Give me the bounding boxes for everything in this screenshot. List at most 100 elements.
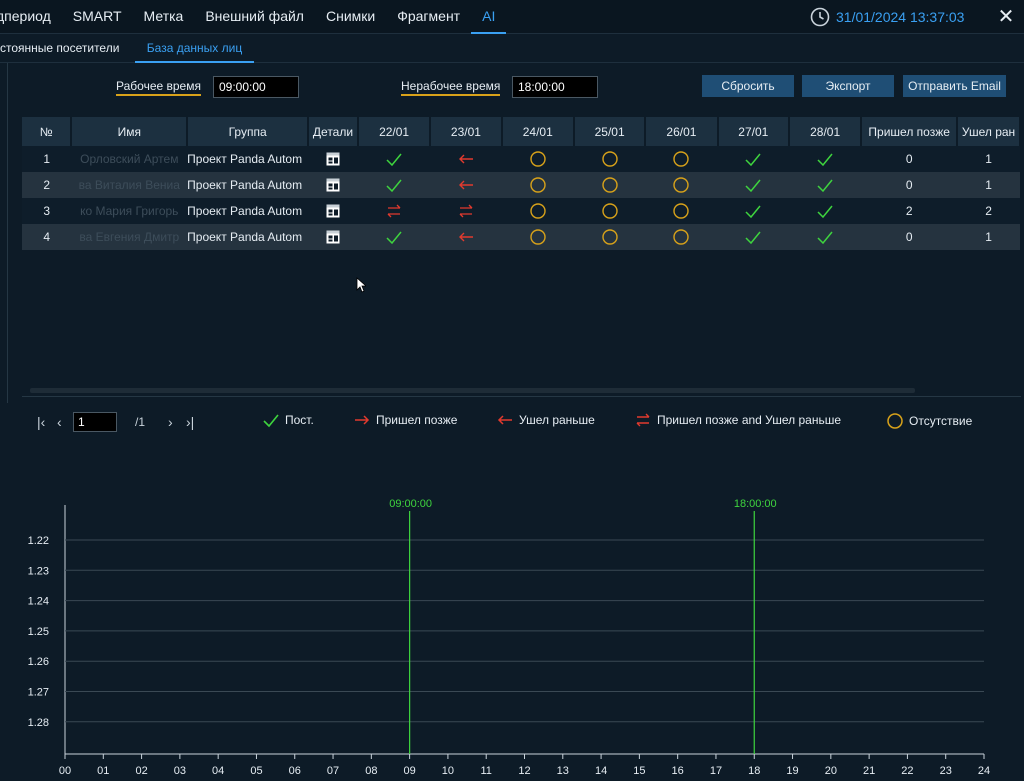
subtab-face-database[interactable]: База данных лиц	[135, 35, 254, 63]
datetime: 31/01/2024 13:37:03	[836, 9, 965, 25]
table-header-row: № Имя Группа Детали 22/01 23/01 24/01 25/01 26/0…	[22, 117, 1021, 146]
column-header-2[interactable]: Группа	[187, 117, 310, 146]
person-group: Проект Panda Autom	[187, 146, 309, 172]
mouse-cursor-icon	[356, 277, 366, 293]
status-cell	[788, 172, 862, 198]
top-tab-4[interactable]: Снимки	[325, 8, 376, 24]
arrow-left-icon	[497, 415, 512, 425]
top-tab-0[interactable]: дпериод	[0, 8, 51, 24]
column-header-1[interactable]: Имя	[71, 117, 189, 146]
x-tick-label: 23	[940, 765, 952, 777]
status-cell	[717, 146, 789, 172]
column-header-0[interactable]: №	[22, 117, 73, 146]
x-tick-label: 06	[289, 765, 301, 777]
check-icon	[817, 231, 833, 245]
subtab-regular-visitors[interactable]: стоянные посетители	[0, 41, 120, 55]
x-tick-label: 11	[480, 765, 491, 777]
status-cell	[430, 224, 502, 250]
reset-button[interactable]: Сбросить	[702, 75, 794, 97]
first-page-button[interactable]: |‹	[37, 414, 46, 430]
arrow-left-icon	[458, 154, 473, 164]
person-name: ва Евгения Дмитр	[71, 224, 188, 250]
legend-label: Отсутствие	[909, 414, 973, 428]
early-count: 2	[957, 198, 1020, 224]
work-time-input[interactable]	[213, 76, 299, 98]
x-tick-label: 01	[97, 765, 109, 777]
page-number-input[interactable]	[73, 412, 117, 432]
table-row[interactable]: 3 ко Мария Григорь Проект Panda Autom 2 2	[22, 198, 1020, 224]
person-name: ва Виталия Вениа	[71, 172, 188, 198]
circle-icon	[673, 151, 690, 167]
last-page-button[interactable]: ›|	[186, 414, 195, 430]
table-row[interactable]: 1 Орловский Артем Проект Panda Autom 0 1	[22, 146, 1020, 172]
x-tick-label: 09	[404, 765, 416, 777]
x-tick-label: 19	[786, 765, 798, 777]
clock: 31/01/2024 13:37:03	[810, 7, 964, 27]
row-number: 3	[22, 198, 72, 224]
column-header-12[interactable]: Ушел ран	[957, 117, 1021, 146]
column-header-5[interactable]: 23/01	[430, 117, 503, 146]
table-body: 1 Орловский Артем Проект Panda Autom 0 1 2 ва …	[22, 146, 1020, 250]
column-header-4[interactable]: 22/01	[357, 117, 432, 146]
person-group: Проект Panda Autom	[187, 172, 309, 198]
check-icon	[817, 179, 833, 193]
column-header-6[interactable]: 24/01	[501, 117, 575, 146]
next-page-button[interactable]: ›	[168, 414, 173, 430]
status-cell	[357, 198, 431, 224]
table-row[interactable]: 2 ва Виталия Вениа Проект Panda Autom 0 1	[22, 172, 1020, 198]
legend-left-early: Ушел раньше	[496, 412, 595, 428]
column-header-7[interactable]: 25/01	[573, 117, 647, 146]
prev-page-button[interactable]: ‹	[57, 414, 62, 430]
y-tick-label: 1.22	[28, 535, 49, 547]
x-tick-label: 07	[327, 765, 339, 777]
y-tick-label: 1.26	[28, 656, 49, 668]
status-cell	[430, 172, 502, 198]
circle-icon	[530, 151, 546, 167]
horizontal-scrollbar[interactable]	[30, 388, 915, 393]
top-tab-5[interactable]: Фрагмент	[397, 8, 461, 24]
table-row[interactable]: 4 ва Евгения Дмитр Проект Panda Autom 0 1	[22, 224, 1020, 250]
top-tab-2[interactable]: Метка	[143, 8, 184, 24]
check-icon	[745, 205, 761, 219]
column-header-11[interactable]: Пришел позже	[861, 117, 959, 146]
x-tick-label: 22	[901, 765, 913, 777]
top-tab-6[interactable]: AI	[471, 0, 507, 34]
details-icon[interactable]	[324, 177, 342, 193]
y-tick-label: 1.24	[28, 596, 49, 608]
person-name: Орловский Артем	[71, 146, 188, 172]
check-icon	[745, 153, 761, 167]
check-icon	[745, 179, 761, 193]
column-header-8[interactable]: 26/01	[645, 117, 719, 146]
column-header-3[interactable]: Детали	[308, 117, 359, 146]
check-icon	[386, 231, 402, 245]
details-cell[interactable]	[308, 198, 358, 224]
details-icon[interactable]	[324, 151, 342, 167]
column-header-10[interactable]: 28/01	[788, 117, 863, 146]
y-tick-label: 1.27	[28, 687, 49, 699]
export-button[interactable]: Экспорт	[802, 75, 894, 97]
status-cell	[430, 146, 502, 172]
column-header-9[interactable]: 27/01	[717, 117, 790, 146]
details-icon[interactable]	[324, 229, 342, 245]
close-icon[interactable]: ✕	[997, 6, 1015, 28]
y-tick-label: 1.25	[28, 626, 49, 638]
row-number: 2	[22, 172, 72, 198]
arrow-left-icon	[458, 180, 473, 190]
details-cell[interactable]	[308, 172, 358, 198]
status-cell	[357, 146, 431, 172]
details-cell[interactable]	[308, 224, 358, 250]
off-time-input[interactable]	[512, 76, 598, 98]
left-edge	[0, 63, 8, 403]
status-cell	[573, 224, 646, 250]
details-cell[interactable]	[308, 146, 358, 172]
details-icon[interactable]	[324, 203, 342, 219]
status-cell	[573, 198, 646, 224]
arrows-swap-icon	[459, 204, 473, 218]
send-email-button[interactable]: Отправить Email	[903, 75, 1006, 97]
status-cell	[501, 224, 574, 250]
top-tab-1[interactable]: SMART	[72, 8, 122, 24]
early-count: 1	[957, 146, 1020, 172]
x-tick-label: 15	[633, 765, 645, 777]
top-tab-3[interactable]: Внешний файл	[205, 8, 304, 24]
check-icon	[817, 153, 833, 167]
